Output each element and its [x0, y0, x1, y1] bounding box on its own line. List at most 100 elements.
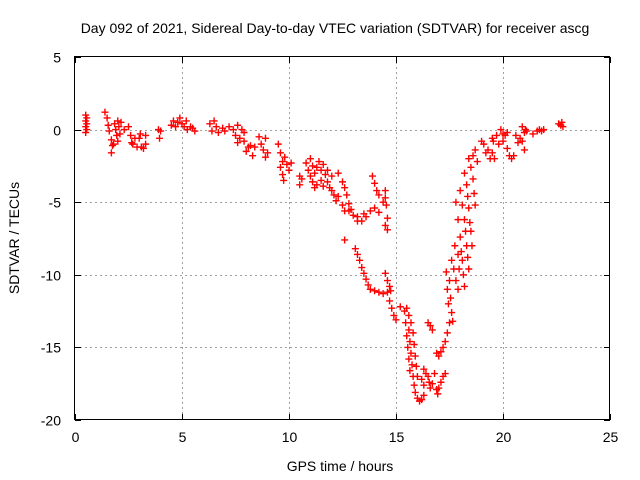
- data-point: [420, 365, 428, 373]
- data-point: [467, 227, 475, 235]
- data-point: [463, 181, 471, 189]
- data-point: [460, 282, 468, 290]
- data-point: [392, 316, 400, 324]
- data-point: [182, 117, 190, 125]
- data-point: [464, 253, 472, 261]
- data-point: [411, 388, 419, 396]
- data-point: [431, 370, 439, 378]
- data-point: [129, 140, 137, 148]
- data-point: [473, 158, 481, 166]
- data-point: [249, 152, 257, 160]
- data-point: [285, 166, 293, 174]
- data-point: [125, 123, 132, 131]
- chart-title: Day 092 of 2021, Sidereal Day-to-day VTE…: [81, 20, 590, 36]
- data-point: [493, 131, 501, 139]
- data-point: [142, 131, 150, 139]
- x-tick-label: 15: [389, 429, 405, 445]
- data-point: [345, 200, 353, 208]
- data-point: [468, 242, 476, 250]
- data-point: [313, 181, 321, 189]
- data-point: [406, 367, 414, 375]
- data-point: [418, 396, 426, 404]
- data-point: [309, 178, 317, 186]
- data-point: [324, 166, 332, 174]
- data-point: [330, 191, 338, 199]
- data-point: [83, 126, 91, 134]
- data-point: [261, 134, 269, 142]
- data-point: [139, 144, 147, 152]
- data-point: [441, 338, 449, 346]
- data-point: [116, 130, 124, 138]
- y-tick-label: -20: [41, 413, 61, 429]
- data-point: [311, 169, 319, 177]
- data-point: [341, 184, 349, 192]
- data-point: [240, 129, 248, 137]
- data-point: [156, 134, 164, 142]
- data-point: [358, 264, 366, 272]
- data-point: [317, 166, 325, 174]
- data-point: [296, 181, 304, 189]
- data-point: [465, 265, 473, 273]
- data-point: [464, 192, 472, 200]
- data-point: [353, 250, 361, 258]
- data-point: [454, 216, 462, 224]
- data-point: [456, 187, 464, 195]
- x-tick-label: 5: [179, 429, 187, 445]
- data-point: [402, 319, 410, 327]
- data-point: [229, 126, 237, 134]
- data-point: [339, 201, 346, 209]
- data-point: [448, 309, 456, 317]
- data-point: [435, 352, 443, 360]
- data-point: [424, 372, 432, 380]
- data-point: [306, 155, 314, 163]
- data-point: [446, 277, 453, 285]
- x-axis-ticks: 0 5 10 15 20 25: [72, 57, 618, 445]
- data-point: [444, 300, 452, 308]
- y-axis-label: SDTVAR / TECUs: [6, 182, 22, 294]
- data-point: [142, 140, 150, 148]
- data-point: [371, 287, 379, 295]
- data-point: [261, 153, 269, 161]
- data-point: [383, 214, 391, 222]
- data-point: [465, 155, 473, 163]
- data-point: [302, 159, 310, 167]
- data-point: [451, 242, 459, 250]
- data-point: [304, 166, 312, 174]
- data-point: [349, 211, 357, 219]
- data-point: [443, 285, 451, 293]
- data-point: [447, 294, 455, 302]
- data-point: [339, 178, 346, 186]
- data-point: [309, 162, 317, 170]
- data-point: [319, 182, 327, 190]
- data-point: [113, 131, 121, 139]
- data-point: [324, 178, 332, 186]
- data-point: [319, 160, 327, 168]
- data-point: [467, 163, 475, 171]
- data-point: [471, 201, 479, 209]
- data-point: [107, 149, 115, 157]
- data-point: [488, 149, 496, 157]
- data-point: [405, 311, 413, 319]
- x-tick-label: 20: [496, 429, 512, 445]
- data-point: [503, 144, 511, 152]
- data-point: [101, 108, 109, 116]
- data-point: [306, 172, 314, 180]
- data-point: [390, 311, 398, 319]
- data-point: [334, 169, 342, 177]
- data-point: [362, 275, 370, 283]
- y-tick-label: 5: [53, 50, 61, 66]
- data-point: [521, 126, 529, 134]
- data-point: [489, 137, 497, 145]
- data-point: [287, 159, 295, 167]
- data-point: [371, 179, 379, 187]
- data-point: [520, 146, 528, 154]
- data-point: [371, 204, 379, 212]
- data-point: [523, 127, 531, 135]
- data-point: [456, 233, 464, 241]
- data-point: [246, 142, 254, 150]
- data-point: [428, 380, 436, 388]
- data-point: [251, 143, 259, 151]
- data-point: [105, 127, 113, 135]
- data-point: [356, 256, 364, 264]
- data-point: [234, 139, 242, 147]
